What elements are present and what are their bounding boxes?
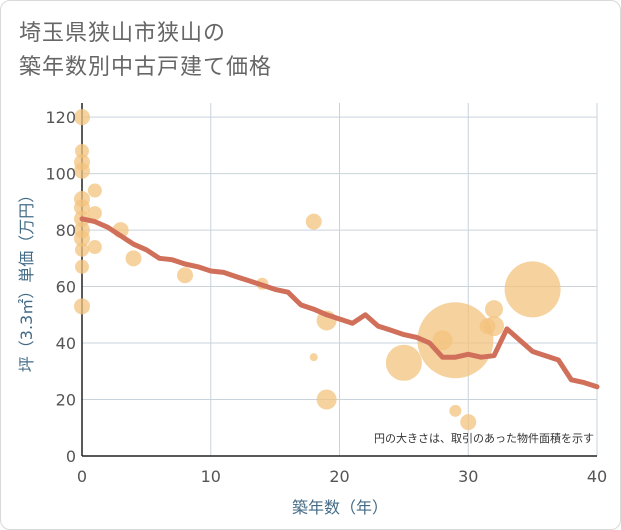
- y-tick-label: 0: [66, 447, 76, 466]
- bubble-point: [75, 144, 89, 159]
- y-tick-label: 120: [45, 108, 76, 127]
- bubble-point: [417, 302, 494, 379]
- bubble-point: [125, 250, 142, 267]
- bubble-point: [87, 206, 102, 221]
- bubble-point: [74, 230, 90, 247]
- bubble-point: [177, 267, 193, 284]
- chart-title: 埼玉県狭山市狭山の 築年数別中古戸建て価格: [19, 17, 272, 85]
- bubble-point: [485, 300, 503, 319]
- y-tick-label: 80: [56, 221, 76, 240]
- y-tick-label: 60: [56, 278, 76, 297]
- bubble-point: [316, 389, 337, 410]
- bubble-point: [504, 261, 561, 318]
- bubble-point: [484, 316, 504, 337]
- bubble-point: [460, 414, 477, 431]
- x-tick-label: 30: [458, 467, 478, 486]
- bubble-point: [87, 240, 102, 255]
- grid: [81, 103, 598, 457]
- size-note: 円の大きさは、取引のあった物件面積を示す: [374, 431, 594, 445]
- x-tick-label: 40: [587, 467, 607, 486]
- bubble-point: [75, 242, 89, 257]
- x-axis-label: 築年数（年）: [292, 498, 388, 517]
- y-tick-label: 20: [56, 391, 76, 410]
- y-tick-label: 40: [56, 334, 76, 353]
- bubble-point: [385, 344, 422, 381]
- tick-labels: 0 10 20 30 40 0 20 40 60 80 100 120: [45, 108, 607, 486]
- y-axis-label: 坪（3.3㎡）単価（万円）: [17, 187, 36, 372]
- bubble-point: [449, 404, 462, 417]
- trend-line: [79, 216, 600, 390]
- x-tick-label: 20: [329, 467, 349, 486]
- chart-title-line2: 築年数別中古戸建て価格: [19, 55, 273, 80]
- bubble-point: [74, 109, 90, 126]
- bubble-point: [74, 162, 90, 179]
- bubble-point: [74, 298, 90, 315]
- chart-title-line1: 埼玉県狭山市狭山の: [19, 21, 227, 46]
- x-tick-label: 10: [201, 467, 221, 486]
- bubble-point: [75, 259, 89, 274]
- bubble-point: [87, 183, 102, 198]
- bubble-point: [74, 199, 90, 216]
- bubble-point: [309, 353, 318, 362]
- bubble-point: [305, 213, 322, 230]
- bubbles: [74, 109, 561, 431]
- y-tick-label: 100: [45, 165, 76, 184]
- x-tick-label: 0: [77, 467, 87, 486]
